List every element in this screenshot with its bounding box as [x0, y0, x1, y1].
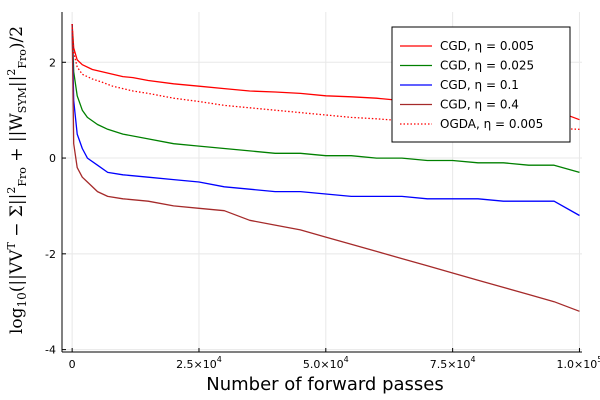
series-line-5: [71, 23, 580, 130]
tick-labels: 0 2.5×104 5.0×104 7.5×104 1.0×105 -4 -2 0 2: [45, 56, 600, 371]
legend-label-3: CGD, η = 0.1: [440, 78, 519, 92]
x-tick-label: 7.5×104: [430, 355, 476, 371]
y-tick-label: 2: [49, 56, 56, 69]
x-tick-label: 5.0×104: [303, 355, 349, 371]
x-tick-label: 0: [69, 358, 76, 371]
legend: CGD, η = 0.005 CGD, η = 0.025 CGD, η = 0.1…: [391, 26, 571, 143]
legend-label-5: OGDA, η = 0.005: [440, 117, 543, 131]
legend-label-4: CGD, η = 0.4: [440, 98, 519, 112]
x-axis-title: Number of forward passes: [206, 374, 444, 395]
legend-label-1: CGD, η = 0.005: [440, 39, 534, 53]
series-line-2: [71, 23, 580, 174]
x-tick-label: 1.0×105: [557, 355, 600, 371]
series-line-3: [71, 23, 580, 217]
y-tick-label: -4: [45, 344, 56, 357]
legend-label-2: CGD, η = 0.025: [440, 59, 534, 73]
axes: [61, 12, 582, 353]
x-tick-label: 2.5×104: [176, 355, 222, 371]
y-axis-title: log10(||VVT − Σ||2Fro + ||WSYM||2Fro)/2: [5, 26, 29, 334]
series-line-4: [71, 23, 580, 312]
y-tick-label: 0: [49, 152, 56, 165]
y-tick-label: -2: [45, 248, 56, 261]
